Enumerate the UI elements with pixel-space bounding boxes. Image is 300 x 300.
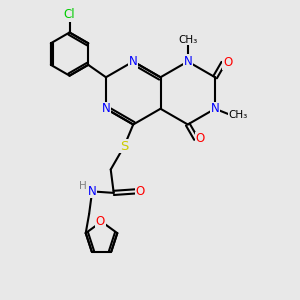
Text: S: S — [120, 140, 128, 153]
Text: N: N — [129, 55, 138, 68]
Text: O: O — [223, 56, 232, 70]
Text: CH₃: CH₃ — [229, 110, 248, 120]
Text: N: N — [183, 55, 192, 68]
Text: O: O — [135, 185, 144, 198]
Text: H: H — [79, 181, 87, 191]
Text: N: N — [88, 185, 97, 198]
Text: Cl: Cl — [64, 8, 75, 21]
Text: N: N — [211, 102, 219, 115]
Text: CH₃: CH₃ — [178, 34, 197, 45]
Text: N: N — [102, 102, 110, 115]
Text: O: O — [196, 132, 205, 145]
Text: O: O — [96, 215, 105, 228]
